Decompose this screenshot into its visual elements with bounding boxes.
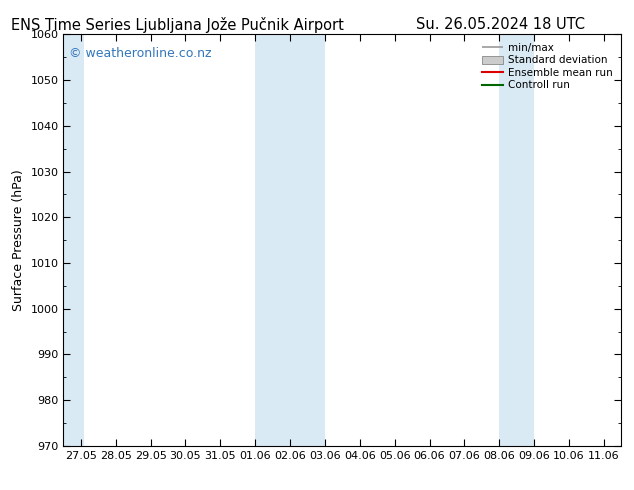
Text: © weatheronline.co.nz: © weatheronline.co.nz (69, 47, 212, 60)
Bar (63, 34, 84, 446)
Bar (500, 34, 534, 446)
Y-axis label: Surface Pressure (hPa): Surface Pressure (hPa) (12, 169, 25, 311)
Title: ENS Time Series Ljubljana Jože Pučnik Airport        Su. 26.05.2024 18 UTC: ENS Time Series Ljubljana Jože Pučnik Ai… (0, 489, 1, 490)
Bar (255, 34, 325, 446)
Text: ENS Time Series Ljubljana Jože Pučnik Airport: ENS Time Series Ljubljana Jože Pučnik Ai… (11, 17, 344, 33)
Text: Su. 26.05.2024 18 UTC: Su. 26.05.2024 18 UTC (417, 17, 585, 32)
Legend: min/max, Standard deviation, Ensemble mean run, Controll run: min/max, Standard deviation, Ensemble me… (478, 39, 617, 95)
